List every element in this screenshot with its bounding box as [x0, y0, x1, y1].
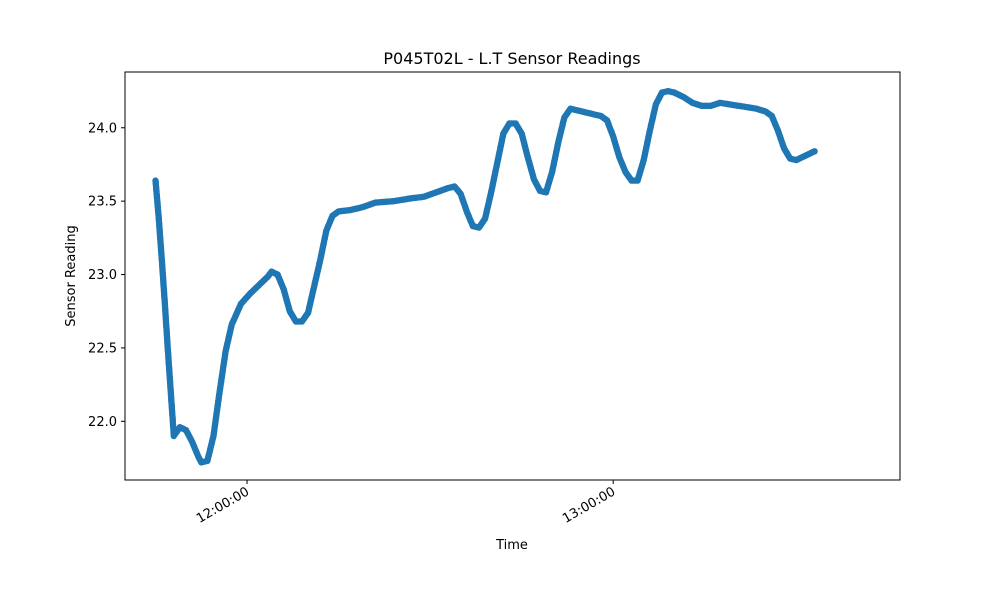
y-axis-label: Sensor Reading	[64, 225, 79, 326]
y-tick-label: 22.5	[88, 341, 117, 356]
data-layer	[152, 87, 818, 466]
y-tick-label: 23.5	[88, 195, 117, 210]
y-tick-label: 24.0	[88, 121, 117, 136]
data-point	[811, 148, 818, 155]
plot-frame	[124, 71, 901, 481]
y-axis: 22.0 22.5 23.0 23.5 24.0	[88, 121, 125, 430]
chart-title: P045T02L - L.T Sensor Readings	[383, 49, 640, 68]
y-tick-label: 22.0	[88, 415, 117, 430]
x-axis-label: Time	[495, 538, 528, 553]
y-tick-label: 23.0	[88, 268, 117, 283]
